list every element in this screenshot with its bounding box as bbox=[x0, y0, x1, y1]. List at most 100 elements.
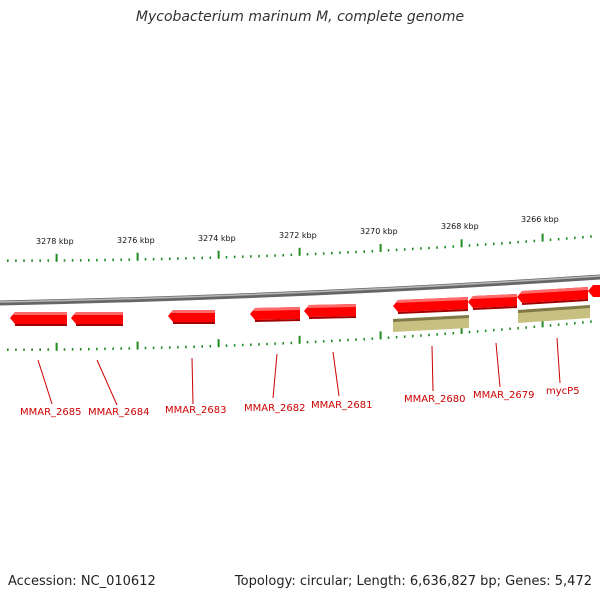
minor-tick bbox=[452, 332, 455, 335]
minor-tick bbox=[306, 340, 309, 344]
gene-arrow[interactable] bbox=[10, 312, 67, 326]
minor-tick bbox=[258, 343, 260, 346]
genome-summary: Topology: circular; Length: 6,636,827 bp… bbox=[234, 574, 592, 589]
minor-tick bbox=[387, 336, 390, 339]
minor-tick bbox=[339, 251, 341, 254]
minor-tick bbox=[331, 251, 333, 255]
minor-tick bbox=[420, 334, 422, 337]
minor-tick bbox=[241, 255, 244, 258]
minor-tick bbox=[152, 257, 155, 261]
major-tick bbox=[217, 339, 220, 348]
scale-label: 3276 kbp bbox=[117, 236, 155, 245]
gene-arrow[interactable] bbox=[588, 285, 600, 297]
map-title: Mycobacterium marinum M, complete genome bbox=[135, 9, 465, 25]
minor-tick bbox=[371, 249, 374, 253]
minor-tick bbox=[557, 323, 560, 326]
minor-tick bbox=[88, 347, 90, 351]
minor-tick bbox=[444, 245, 446, 249]
major-tick bbox=[298, 247, 301, 256]
gene-label[interactable]: MMAR_2680 bbox=[404, 394, 466, 405]
cds-feature[interactable] bbox=[518, 305, 590, 323]
minor-tick bbox=[290, 253, 293, 257]
minor-tick bbox=[314, 252, 317, 256]
gene-arrow[interactable] bbox=[468, 294, 517, 310]
minor-tick bbox=[31, 259, 33, 262]
gene-arrow[interactable] bbox=[393, 297, 468, 314]
gene-label[interactable]: MMAR_2685 bbox=[20, 407, 82, 418]
gene-arrow[interactable] bbox=[71, 312, 123, 326]
gene-arrow[interactable] bbox=[250, 307, 300, 322]
minor-tick bbox=[484, 329, 487, 333]
minor-tick bbox=[582, 236, 584, 239]
gene-label[interactable]: MMAR_2681 bbox=[311, 400, 373, 411]
minor-tick bbox=[120, 258, 122, 261]
minor-tick bbox=[112, 347, 114, 350]
major-tick bbox=[298, 335, 301, 344]
minor-tick bbox=[266, 342, 268, 346]
minor-tick bbox=[160, 257, 163, 261]
gene-label[interactable]: MMAR_2683 bbox=[165, 405, 227, 416]
cds-feature[interactable] bbox=[393, 315, 469, 332]
scale-label: 3274 kbp bbox=[198, 234, 236, 243]
minor-tick bbox=[322, 252, 325, 255]
major-tick bbox=[136, 341, 139, 350]
minor-tick bbox=[266, 254, 268, 258]
minor-tick bbox=[79, 259, 82, 262]
minor-tick bbox=[557, 237, 560, 241]
minor-tick bbox=[250, 255, 252, 258]
minor-tick bbox=[565, 237, 568, 240]
gene-label[interactable]: mycP5 bbox=[546, 386, 580, 397]
scale-label: 3268 kbp bbox=[441, 222, 479, 231]
minor-tick bbox=[412, 247, 414, 251]
minor-tick bbox=[152, 346, 155, 350]
minor-tick bbox=[517, 326, 519, 330]
minor-tick bbox=[120, 347, 122, 350]
minor-tick bbox=[549, 238, 552, 241]
major-tick bbox=[379, 244, 382, 252]
minor-tick bbox=[517, 240, 519, 244]
minor-tick bbox=[347, 338, 349, 342]
minor-tick bbox=[15, 348, 17, 351]
minor-tick bbox=[525, 326, 527, 329]
minor-tick bbox=[128, 258, 131, 261]
minor-tick bbox=[493, 328, 495, 332]
minor-tick bbox=[96, 258, 98, 262]
scale-label: 3278 kbp bbox=[36, 237, 74, 246]
gene-label[interactable]: MMAR_2684 bbox=[88, 407, 150, 418]
minor-tick bbox=[444, 332, 446, 336]
minor-tick bbox=[185, 345, 187, 349]
minor-tick bbox=[403, 248, 406, 251]
minor-tick bbox=[428, 333, 430, 337]
minor-tick bbox=[47, 259, 50, 262]
gene-arrow[interactable] bbox=[168, 310, 215, 324]
minor-tick bbox=[484, 243, 487, 246]
accession-label: Accession: NC_010612 bbox=[8, 574, 156, 589]
minor-tick bbox=[476, 243, 479, 247]
minor-tick bbox=[112, 258, 114, 262]
minor-tick bbox=[63, 259, 66, 262]
genome-backbone bbox=[0, 274, 600, 306]
minor-tick bbox=[347, 251, 349, 254]
minor-tick bbox=[88, 259, 90, 262]
minor-tick bbox=[428, 246, 430, 250]
gene-label[interactable]: MMAR_2679 bbox=[473, 390, 535, 401]
minor-tick bbox=[209, 345, 212, 348]
gene-leader-line bbox=[272, 353, 278, 399]
gene-arrow[interactable] bbox=[517, 287, 588, 305]
minor-tick bbox=[582, 321, 584, 324]
minor-tick bbox=[574, 236, 576, 240]
major-tick bbox=[55, 253, 58, 262]
minor-tick bbox=[314, 340, 317, 343]
minor-tick bbox=[387, 249, 390, 252]
minor-tick bbox=[233, 255, 236, 259]
minor-tick bbox=[282, 342, 284, 345]
minor-tick bbox=[193, 256, 195, 260]
minor-tick bbox=[193, 345, 195, 348]
minor-tick bbox=[282, 254, 284, 257]
gene-arrow[interactable] bbox=[304, 304, 356, 319]
minor-tick bbox=[395, 248, 398, 252]
minor-tick bbox=[331, 339, 333, 343]
minor-tick bbox=[31, 348, 33, 351]
gene-label[interactable]: MMAR_2682 bbox=[244, 403, 306, 414]
